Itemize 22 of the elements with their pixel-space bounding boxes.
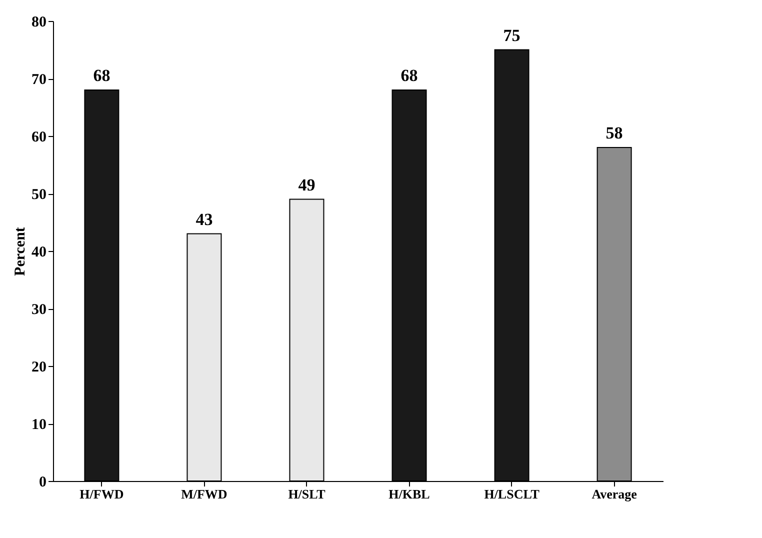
y-tick-label: 70	[32, 72, 46, 88]
y-tick-label: 60	[32, 130, 46, 146]
y-tick-label: 30	[32, 302, 46, 318]
y-tick-label: 80	[32, 14, 46, 30]
y-tick-label: 50	[32, 187, 46, 203]
x-tick-label: H/FWD	[80, 486, 124, 502]
x-tick-label: H/KBL	[388, 486, 430, 502]
data-label: 49	[298, 175, 316, 194]
y-tick-label: 20	[32, 360, 46, 376]
x-tick-label: H/SLT	[288, 486, 326, 502]
y-tick-label: 40	[32, 244, 46, 260]
y-tick-label: 0	[39, 474, 46, 490]
data-label: 68	[400, 66, 418, 85]
data-label: 43	[196, 210, 213, 229]
x-tick-label: M/FWD	[181, 486, 228, 502]
x-tick-label: H/LSCLT	[484, 486, 540, 502]
y-tick-label: 10	[32, 417, 46, 433]
data-label: 68	[93, 66, 110, 85]
y-axis-title: Percent	[12, 227, 28, 276]
x-tick-label: Average	[592, 486, 638, 502]
data-label: 58	[606, 124, 623, 142]
data-label: 75	[503, 26, 520, 45]
